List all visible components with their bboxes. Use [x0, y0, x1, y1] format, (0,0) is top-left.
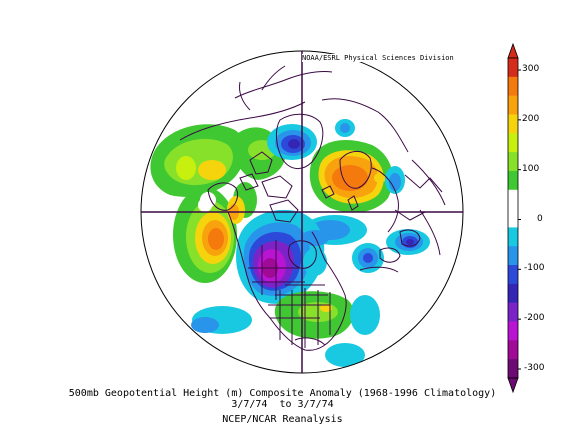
colorbar-swatch — [508, 114, 518, 134]
colorbar-swatch — [508, 95, 518, 115]
colorbar-swatch — [508, 76, 518, 97]
anomaly-east-siberia-negative — [385, 166, 405, 194]
colorbar-swatch — [508, 265, 518, 285]
colorbar-swatch — [508, 283, 518, 304]
colorbar-swatch — [508, 133, 518, 153]
colorbar-swatch — [508, 170, 518, 191]
crosshair-lines — [141, 51, 463, 373]
caption-source: NCEP/NCAR Reanalysis — [222, 414, 343, 425]
anomaly-sw-us-negative — [191, 306, 252, 334]
colorbar-swatch — [508, 302, 518, 323]
anomaly-atlantic-negative — [325, 295, 380, 367]
colorbar-swatch — [508, 246, 518, 266]
colorbar-top-arrow — [507, 42, 519, 59]
coastlines — [179, 65, 446, 351]
anomaly-canada-negative — [236, 209, 329, 304]
colorbar-tick-label: -200 — [524, 313, 545, 324]
colorbar-tick-label: 300 — [522, 64, 540, 74]
colorbar-swatch — [508, 340, 518, 360]
caption-date-range: 3/7/74 to 3/7/74 — [231, 399, 334, 410]
map-credit: NOAA/ESRL Physical Sciences Division — [302, 54, 454, 62]
anomaly-greenland-negative — [267, 119, 355, 160]
colorbar-tick-label: -100 — [524, 263, 545, 274]
colorbar-swatch — [508, 359, 518, 379]
anomaly-shading — [150, 119, 430, 367]
anomaly-caspian-negative — [386, 229, 430, 255]
colorbar-tick-label: 0 — [537, 213, 543, 224]
anomaly-east-us-positive — [274, 291, 354, 339]
colorbar-swatch — [508, 58, 518, 78]
colorbar-swatch — [508, 321, 518, 341]
colorbar-frame — [507, 57, 519, 379]
colorbar-swatch — [508, 208, 518, 228]
colorbar-swatch — [508, 152, 518, 172]
colorbar-tick-label: 100 — [522, 163, 540, 174]
colorbar-swatch — [508, 227, 518, 247]
colorbar-swatch — [508, 189, 518, 210]
colorbar-tick-label: -300 — [524, 363, 545, 373]
caption-title: 500mb Geopotential Height (m) Composite … — [68, 388, 497, 399]
anomaly-ne-pacific-positive — [173, 187, 237, 283]
colorbar-tick-label: 200 — [522, 113, 540, 124]
colorbar — [507, 42, 521, 394]
anomaly-barents-positive — [309, 140, 393, 213]
anomaly-siberia-positive — [150, 124, 246, 208]
